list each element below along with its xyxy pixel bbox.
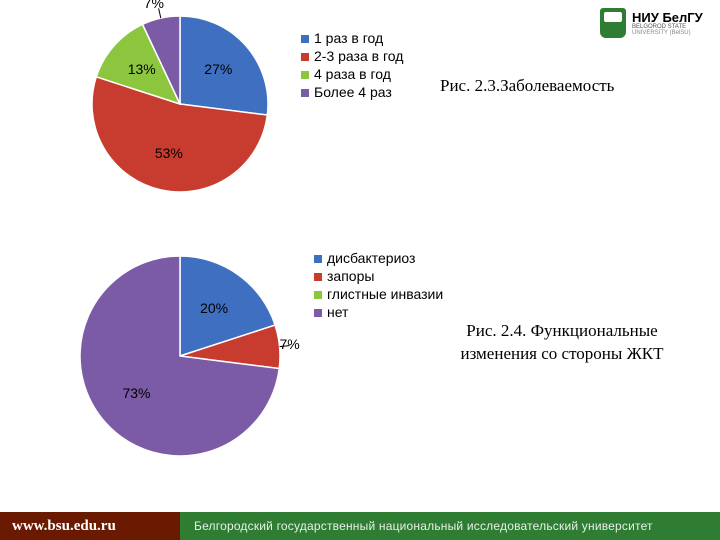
footer-title: Белгородский государственный национальны…: [180, 512, 720, 540]
footer-url: www.bsu.edu.ru: [0, 512, 180, 540]
logo-text: НИУ БелГУ BELGOROD STATE UNIVERSITY (Bel…: [632, 11, 703, 36]
legend-item: глистные инвазии: [314, 286, 443, 302]
legend-label: 4 раза в год: [314, 66, 391, 82]
legend-swatch: [301, 89, 309, 97]
legend-swatch: [314, 291, 322, 299]
legend-label: дисбактериоз: [327, 250, 415, 266]
legend-label: запоры: [327, 268, 374, 284]
pie-chart-2: 20%7%73%: [68, 244, 292, 473]
pie-slice-label: 73%: [122, 385, 150, 401]
pie-slice-label: 27%: [204, 61, 232, 77]
legend-item: нет: [314, 304, 443, 320]
legend-swatch: [301, 71, 309, 79]
legend-swatch: [314, 309, 322, 317]
legend-item: Более 4 раз: [301, 84, 403, 100]
pie-chart-1-legend: 1 раз в год 2-3 раза в год 4 раза в год Бол…: [301, 30, 403, 102]
caption-1: Рис. 2.3.Заболеваемость: [440, 75, 614, 98]
pie-slice-label: 13%: [128, 61, 156, 77]
legend-item: 2-3 раза в год: [301, 48, 403, 64]
legend-swatch: [301, 53, 309, 61]
legend-item: запоры: [314, 268, 443, 284]
pie-chart-2-legend: дисбактериоз запоры глистные инвазии нет: [314, 250, 443, 322]
pie-slice-label: 7%: [144, 0, 164, 11]
logo-shield-icon: [600, 8, 626, 38]
pie-slice-label: 7%: [279, 336, 299, 352]
legend-item: 1 раз в год: [301, 30, 403, 46]
legend-swatch: [301, 35, 309, 43]
university-logo: НИУ БелГУ BELGOROD STATE UNIVERSITY (Bel…: [600, 6, 710, 40]
pie-chart-1: 27%53%13%7%: [80, 4, 280, 209]
legend-label: нет: [327, 304, 348, 320]
legend-label: Более 4 раз: [314, 84, 392, 100]
pie-chart-2-svg: [68, 244, 292, 468]
pie-slice-label: 53%: [155, 145, 183, 161]
legend-swatch: [314, 255, 322, 263]
legend-label: глистные инвазии: [327, 286, 443, 302]
legend-item: дисбактериоз: [314, 250, 443, 266]
pie-slice-label: 20%: [200, 300, 228, 316]
legend-label: 1 раз в год: [314, 30, 383, 46]
legend-swatch: [314, 273, 322, 281]
legend-item: 4 раза в год: [301, 66, 403, 82]
pie-chart-1-svg: [80, 4, 280, 204]
legend-label: 2-3 раза в год: [314, 48, 403, 64]
caption-2: Рис. 2.4. Функциональные изменения со ст…: [432, 320, 692, 366]
footer-bar: www.bsu.edu.ru Белгородский государствен…: [0, 512, 720, 540]
